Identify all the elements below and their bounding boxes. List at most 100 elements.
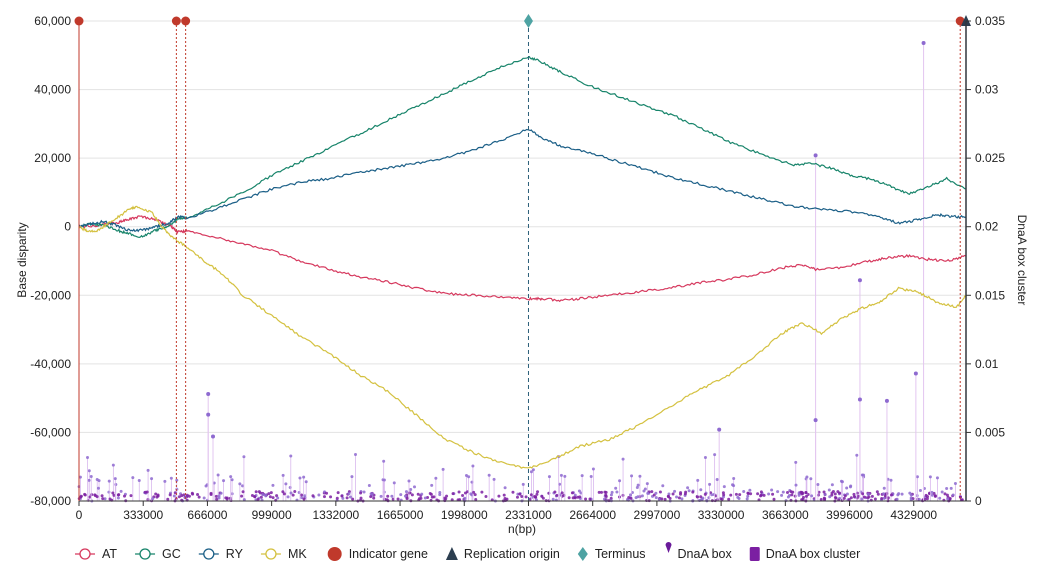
y-tick-label-right: 0.005 xyxy=(975,425,1005,439)
dnaa-box-point xyxy=(150,477,154,481)
series-line-ry xyxy=(78,128,967,233)
y-tick-label-right: 0.035 xyxy=(975,14,1005,28)
y-tick-label-left: -40,000 xyxy=(30,357,71,371)
dnaa-box-point xyxy=(571,496,575,500)
dnaa-box-point xyxy=(547,475,551,479)
dnaa-box-point xyxy=(511,490,515,494)
y-tick-label-right: 0.02 xyxy=(975,220,999,234)
dnaa-box-point xyxy=(793,494,797,498)
dnaa-box-point xyxy=(503,486,507,490)
dnaa-box-point xyxy=(169,476,173,480)
dnaa-box-point xyxy=(392,481,396,485)
dnaa-box-point xyxy=(876,492,880,496)
dnaa-box-point xyxy=(727,497,731,501)
dnaa-box-point xyxy=(372,496,376,500)
dnaa-box-point xyxy=(756,492,760,496)
dnaa-box-point xyxy=(412,485,416,489)
dnaa-box-point xyxy=(217,494,221,498)
dnaa-box-point xyxy=(584,497,588,501)
dnaa-box-point xyxy=(163,479,167,483)
dnaa-box-point xyxy=(742,490,746,494)
dnaa-box-point xyxy=(630,474,634,478)
dnaa-box-point xyxy=(95,478,99,482)
dnaa-box-point xyxy=(715,478,719,482)
dnaa-box-point xyxy=(759,493,763,497)
dnaa-box-point xyxy=(882,486,886,490)
y-tick-label-left: 0 xyxy=(64,220,71,234)
dnaa-box-point xyxy=(827,488,831,492)
dnaa-box-point xyxy=(729,493,733,497)
dnaa-box-point xyxy=(794,460,798,464)
dnaa-box-point xyxy=(930,490,934,494)
legend-label: Replication origin xyxy=(464,547,560,561)
x-tick-label: 0 xyxy=(76,508,83,522)
dnaa-box-point xyxy=(267,492,271,496)
dnaa-box-point xyxy=(457,490,461,494)
dnaa-box-point xyxy=(329,495,333,499)
dnaa-box-point xyxy=(862,473,866,477)
dnaa-box-point xyxy=(828,495,832,499)
dnaa-box-point xyxy=(282,492,286,496)
dnaa-box-point xyxy=(288,486,292,490)
dnaa-box-point xyxy=(472,490,476,494)
dnaa-box-point xyxy=(794,483,798,487)
dnaa-box-point xyxy=(671,492,675,496)
dnaa-box-peak xyxy=(913,371,918,376)
dnaa-box-point xyxy=(536,490,540,494)
dnaa-box-point xyxy=(289,454,293,458)
dnaa-box-point xyxy=(271,496,275,500)
dnaa-box-point xyxy=(190,491,194,495)
dnaa-box-point xyxy=(463,496,467,500)
legend-swatch-circle xyxy=(79,548,91,560)
dnaa-box-point xyxy=(945,487,949,491)
dnaa-box-point xyxy=(699,488,703,492)
dnaa-box-point xyxy=(143,490,147,494)
legend-item: Terminus xyxy=(577,547,646,561)
x-tick-label: 2331000 xyxy=(505,508,552,522)
x-tick-label: 4329000 xyxy=(890,508,937,522)
dnaa-box-point xyxy=(714,494,718,498)
dnaa-box-point xyxy=(852,492,856,496)
dnaa-box-point xyxy=(852,495,856,499)
dnaa-box-point xyxy=(759,490,763,494)
dnaa-box-point xyxy=(399,493,403,497)
dnaa-box-point xyxy=(951,493,955,497)
y-tick-label-right: 0.025 xyxy=(975,151,1005,165)
dnaa-box-point xyxy=(855,453,859,457)
x-tick-label: 1665000 xyxy=(377,508,424,522)
dnaa-box-point xyxy=(573,493,577,497)
legend-item: DnaA box xyxy=(665,542,732,561)
dnaa-box-point xyxy=(259,495,263,499)
dnaa-box-point xyxy=(680,497,684,501)
dnaa-box-point xyxy=(915,475,919,479)
dnaa-box-point xyxy=(553,490,557,494)
dnaa-box-point xyxy=(816,482,820,486)
dnaa-box-point xyxy=(708,482,712,486)
dnaa-box-point xyxy=(180,494,184,498)
dnaa-box-point xyxy=(529,493,533,497)
dnaa-box-point xyxy=(785,490,789,494)
dnaa-box-point xyxy=(108,497,112,501)
dnaa-box-point xyxy=(531,468,535,472)
dnaa-box-point xyxy=(276,496,280,500)
dnaa-box-point xyxy=(284,482,288,486)
dnaa-box-point xyxy=(345,496,349,500)
dnaa-box-point xyxy=(241,484,245,488)
dnaa-box-point xyxy=(810,494,814,498)
dnaa-box-point xyxy=(767,492,771,496)
dnaa-box-point xyxy=(89,475,93,479)
y-axis-title-right: DnaA box cluster xyxy=(1015,215,1029,306)
dnaa-box-point xyxy=(100,494,104,498)
dnaa-box-point xyxy=(830,483,834,487)
dnaa-box-point xyxy=(281,473,285,477)
dnaa-box-point xyxy=(897,492,901,496)
dnaa-box-point xyxy=(870,494,874,498)
dnaa-box-point xyxy=(529,470,533,474)
dnaa-box-point xyxy=(473,493,477,497)
legend: AT GC RY MK Indicator gene Replication origin… xyxy=(75,542,860,561)
dnaa-box-point xyxy=(90,493,94,497)
legend-swatch-dot xyxy=(327,547,342,561)
dnaa-box-point xyxy=(172,494,176,498)
x-tick-label: 333000 xyxy=(123,508,163,522)
dnaa-box-point xyxy=(533,494,537,498)
